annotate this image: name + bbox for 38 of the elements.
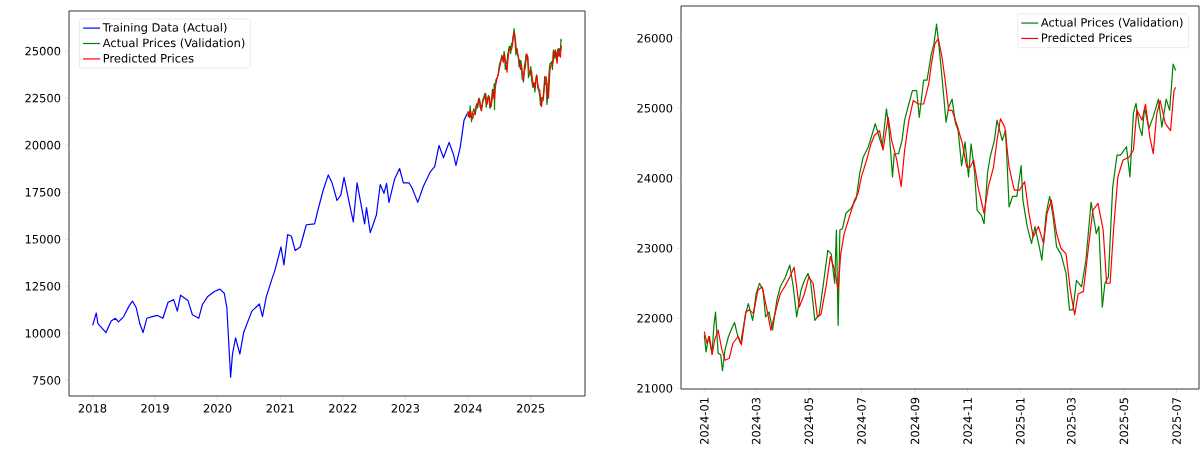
x-tick-label: 2025-05 [1119, 398, 1129, 445]
y-tick-label: 7500 [32, 376, 61, 385]
y-tick-label: 26000 [637, 33, 673, 43]
x-tick-label: 2024 [454, 404, 482, 413]
x-tick-label: 2023 [391, 404, 420, 413]
x-tick-label: 2024-09 [910, 397, 920, 445]
legend-label: Predicted Prices [103, 53, 194, 63]
x-tick-label: 2025-01 [1015, 398, 1025, 445]
y-tick-label: 24000 [637, 173, 673, 183]
x-tick-label: 2024-03 [751, 397, 761, 445]
x-tick-label: 2024-05 [804, 398, 814, 445]
line-series [92, 112, 469, 378]
y-tick-label: 20000 [25, 140, 61, 150]
x-tick-label: 2025 [516, 404, 545, 413]
y-tick-label: 22500 [25, 93, 61, 103]
y-tick-label: 15000 [25, 234, 61, 244]
x-tick-label: 2024-07 [857, 398, 866, 445]
y-tick-label: 21000 [637, 383, 673, 393]
x-tick-label: 2024-11 [963, 398, 972, 445]
x-tick-label: 2024-01 [699, 398, 709, 445]
y-tick-label: 22000 [637, 313, 673, 323]
x-tick-label: 2020 [203, 404, 232, 413]
y-tick-label: 23000 [637, 243, 673, 253]
x-tick-label: 2025-07 [1172, 398, 1181, 445]
x-tick-label: 2021 [266, 404, 294, 413]
legend-label: Training Data (Actual) [102, 22, 227, 34]
legend-label: Actual Prices (Validation) [102, 38, 245, 49]
x-tick-label: 2025-03 [1066, 397, 1076, 445]
x-tick-label: 2022 [329, 404, 357, 413]
x-tick-label: 2018 [78, 404, 107, 413]
legend-label: Actual Prices (Validation) [1040, 17, 1183, 29]
y-tick-label: 17500 [25, 187, 61, 197]
y-tick-label: 12500 [25, 281, 61, 291]
y-tick-label: 10000 [25, 329, 61, 338]
x-tick-label: 2019 [141, 404, 169, 413]
y-tick-label: 25000 [25, 46, 61, 56]
y-tick-label: 25000 [637, 103, 673, 113]
legend-label: Predicted Prices [1041, 33, 1132, 43]
